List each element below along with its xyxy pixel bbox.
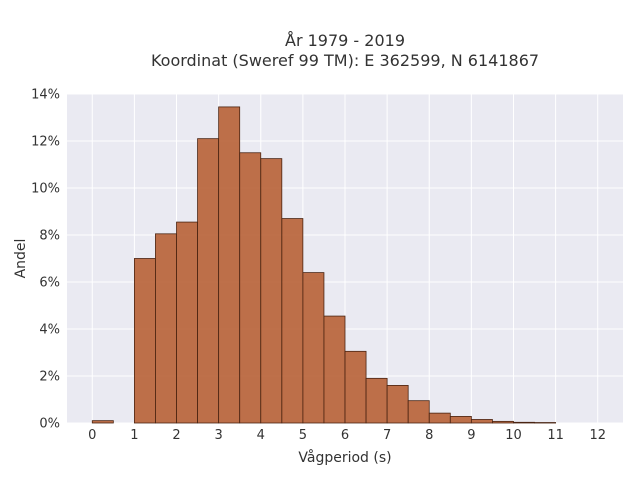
x-tick-label: 12 <box>589 428 606 443</box>
histogram-bar <box>133 258 156 424</box>
chart-title-line-1: År 1979 - 2019 <box>285 31 405 50</box>
y-tick-label: 2% <box>39 370 60 385</box>
histogram-bar <box>260 158 283 424</box>
x-tick-label: 4 <box>257 428 265 443</box>
histogram-bar <box>155 233 177 424</box>
histogram-bar <box>470 419 493 424</box>
y-tick-label: 0% <box>39 417 60 432</box>
x-tick-label: 6 <box>341 428 349 443</box>
y-tick-label: 12% <box>31 135 60 150</box>
y-tick-label: 4% <box>39 323 60 338</box>
x-tick-label: 9 <box>467 428 475 443</box>
histogram-bar <box>492 420 514 424</box>
histogram-bar <box>302 272 325 424</box>
histogram-bar <box>365 377 388 424</box>
histogram-bar <box>218 106 241 424</box>
x-tick-label: 10 <box>505 428 522 443</box>
histogram-bar <box>197 138 220 424</box>
x-tick-label: 5 <box>299 428 307 443</box>
x-axis-ticks: 0 1 2 3 4 5 6 7 8 9 10 11 12 <box>88 428 606 443</box>
y-tick-label: 6% <box>39 276 60 291</box>
histogram-bar <box>323 315 346 424</box>
histogram-bar <box>91 420 114 424</box>
histogram-bar <box>344 350 367 424</box>
x-tick-label: 7 <box>383 428 391 443</box>
histogram-bar <box>176 221 198 424</box>
y-tick-label: 10% <box>31 182 60 197</box>
histogram-bar <box>281 218 304 424</box>
histogram-bar <box>239 152 262 424</box>
x-axis-label: Vågperiod (s) <box>298 449 391 466</box>
x-tick-label: 11 <box>547 428 564 443</box>
histogram-bar <box>534 422 557 424</box>
histogram-bar <box>407 400 430 424</box>
histogram-bar <box>449 416 472 424</box>
bars <box>91 106 557 424</box>
x-tick-label: 2 <box>172 428 180 443</box>
x-tick-label: 1 <box>130 428 138 443</box>
y-tick-label: 14% <box>31 88 60 103</box>
x-tick-label: 8 <box>425 428 433 443</box>
histogram-bar <box>386 384 409 424</box>
chart-title-line-2: Koordinat (Sweref 99 TM): E 362599, N 61… <box>151 51 539 70</box>
histogram-bar <box>428 412 451 424</box>
histogram-bar <box>513 421 535 424</box>
y-axis-ticks: 0% 2% 4% 6% 8% 10% 12% 14% <box>31 88 60 432</box>
y-axis-label: Andel <box>13 239 29 279</box>
x-tick-label: 0 <box>88 428 96 443</box>
x-tick-label: 3 <box>214 428 222 443</box>
y-tick-label: 8% <box>39 229 60 244</box>
